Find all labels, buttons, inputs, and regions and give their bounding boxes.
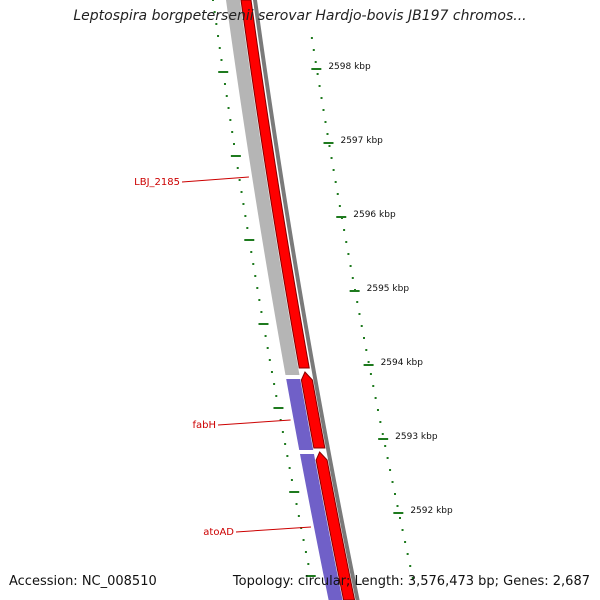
forward-feature-atoAD <box>315 451 356 600</box>
tick-label: 2598 kbp <box>328 62 371 72</box>
topology-summary: Topology: circular; Length: 3,576,473 bp… <box>232 574 590 589</box>
tick-label: 2592 kbp <box>410 506 453 516</box>
gene-label: atoAD <box>203 527 234 538</box>
tick-label: 2595 kbp <box>367 284 410 294</box>
accession-label: Accession: NC_008510 <box>9 574 157 589</box>
gene-callout-line <box>217 419 291 426</box>
reverse-feature-track <box>226 0 300 375</box>
gene-label: fabH <box>192 420 216 431</box>
forward-feature-1 <box>240 0 310 369</box>
tick-label: 2594 kbp <box>381 358 424 368</box>
gene-label: LBJ_2185 <box>134 177 180 188</box>
tick-label: 2596 kbp <box>353 210 396 220</box>
tick-label: 2593 kbp <box>395 432 438 442</box>
forward-feature-fabH <box>300 371 326 449</box>
gene-callout-line <box>181 176 249 183</box>
backbone-track <box>253 0 360 600</box>
tick-label: 2597 kbp <box>340 136 383 146</box>
map-title: Leptospira borgpetersenii serovar Hardjo… <box>73 8 527 24</box>
highlight-feature-fabH <box>286 379 314 450</box>
highlight-feature-atoAD <box>299 454 343 600</box>
gene-callout-line <box>235 526 312 533</box>
